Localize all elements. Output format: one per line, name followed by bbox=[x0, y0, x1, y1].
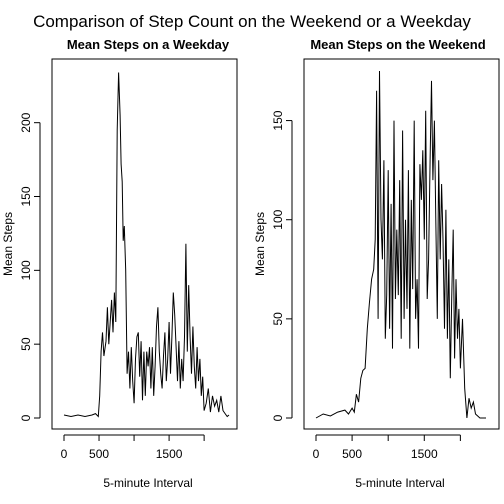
weekend-y-axis: 0 50 100 150 bbox=[271, 110, 293, 421]
weekday-panel-title: Mean Steps on a Weekday bbox=[67, 37, 230, 52]
weekday-x-tick-label: 0 bbox=[61, 447, 68, 461]
weekday-panel: Mean Steps on a Weekday 0 500 1500 0 50 100 1… bbox=[1, 37, 238, 490]
weekday-steps-line bbox=[63, 72, 230, 418]
weekend-y-tick-label: 50 bbox=[271, 312, 285, 326]
weekend-x-axis: 0 500 1500 bbox=[313, 434, 461, 461]
weekend-x-tick-label: 500 bbox=[342, 447, 362, 461]
weekend-panel-title: Mean Steps on the Weekend bbox=[310, 37, 485, 52]
weekend-x-label: 5-minute Interval bbox=[355, 476, 444, 490]
weekend-steps-line bbox=[315, 70, 486, 419]
weekend-panel: Mean Steps on the Weekend 0 500 1500 0 50 10… bbox=[253, 37, 500, 490]
weekday-x-label: 5-minute Interval bbox=[103, 476, 192, 490]
weekend-y-tick-label: 0 bbox=[271, 414, 285, 421]
figure-title: Comparison of Step Count on the Weekend … bbox=[33, 12, 471, 31]
weekend-x-tick-label: 1500 bbox=[411, 447, 438, 461]
weekday-x-tick-label: 500 bbox=[89, 447, 109, 461]
weekday-y-tick-label: 100 bbox=[19, 260, 33, 280]
weekday-y-tick-label: 200 bbox=[19, 112, 33, 132]
weekday-x-axis: 0 500 1500 bbox=[61, 434, 205, 461]
weekday-y-label: Mean Steps bbox=[1, 212, 15, 276]
weekend-x-tick-label: 0 bbox=[313, 447, 320, 461]
weekday-x-tick-label: 1500 bbox=[156, 447, 183, 461]
weekday-y-tick-label: 50 bbox=[19, 337, 33, 351]
weekday-y-tick-label: 0 bbox=[19, 414, 33, 421]
weekend-plot-frame bbox=[303, 58, 500, 430]
weekday-y-tick-label: 150 bbox=[19, 186, 33, 206]
weekday-plot-frame bbox=[51, 58, 238, 430]
weekday-y-axis: 0 50 100 150 200 bbox=[19, 112, 41, 421]
weekend-y-tick-label: 150 bbox=[271, 110, 285, 130]
weekend-y-label: Mean Steps bbox=[253, 212, 267, 276]
weekend-y-tick-label: 100 bbox=[271, 209, 285, 229]
